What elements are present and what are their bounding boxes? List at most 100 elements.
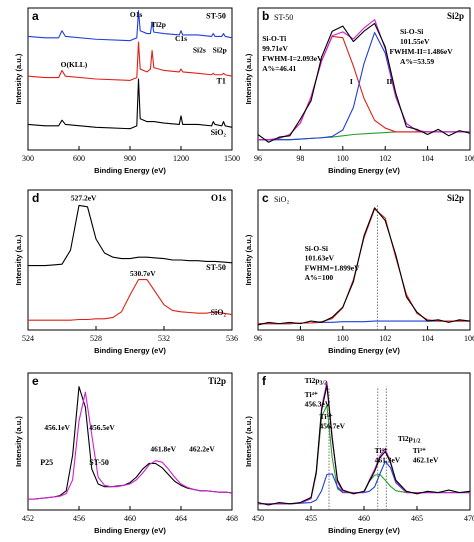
annotation: Ti2p3/2 <box>305 376 328 387</box>
x-tick-label: 456 <box>73 514 85 523</box>
x-tick-label: 528 <box>90 334 102 343</box>
x-tick-label: 460 <box>358 514 370 523</box>
annotation-text: FWHM-II=1.486eV <box>389 47 453 56</box>
annotation-text: A%=53.59 <box>400 57 434 66</box>
annotation: Ti2p1/2 <box>398 433 421 444</box>
annotation: A%=100 <box>305 273 334 282</box>
annotation-text: 461.8eV <box>150 444 176 453</box>
series-label: P25 <box>40 458 53 467</box>
series-label: T1 <box>217 77 226 86</box>
annotation: 101.55eV <box>400 37 430 46</box>
x-axis-title: Binding Energy (eV) <box>94 166 166 175</box>
annotation: Ti³⁺ <box>319 412 332 421</box>
panel-subtitle: SiO₂ <box>274 195 289 204</box>
annotation-text: Ti⁴⁺ <box>305 390 318 399</box>
x-axis-title: Binding Energy (eV) <box>328 346 400 355</box>
annotation-text: Si2s <box>193 45 206 54</box>
annotation-text: 456.7eV <box>319 421 345 430</box>
annotation-text: FWHM=1.899eV <box>305 263 360 272</box>
plot-frame <box>27 372 233 511</box>
annotation: 99.71eV <box>262 44 288 53</box>
x-tick-label: 104 <box>422 154 434 163</box>
x-axis-title: Binding Energy (eV) <box>94 346 166 355</box>
panel-title: Si2p <box>447 11 464 21</box>
plot-frame <box>257 189 471 331</box>
annotation-text: I <box>350 77 353 86</box>
x-tick-label: 524 <box>22 334 34 343</box>
annotation: 462.2eV <box>189 444 215 453</box>
x-tick-label: 106 <box>464 334 474 343</box>
panel-subtitle: ST-50 <box>274 13 293 22</box>
x-tick-label: 98 <box>296 334 304 343</box>
annotation: 527.2eV <box>71 193 97 202</box>
series-label: ST-50 <box>89 458 109 467</box>
x-tick-label: 468 <box>226 514 238 523</box>
annotation: Si-O-Si <box>305 244 328 253</box>
x-axis-title: Binding Energy (eV) <box>328 526 400 535</box>
x-tick-label: 455 <box>305 514 317 523</box>
spectrum-line <box>257 22 471 143</box>
x-tick-label: 96 <box>254 154 262 163</box>
x-axis-title: Binding Energy (eV) <box>328 166 400 175</box>
x-tick-label: 532 <box>158 334 170 343</box>
x-tick-label: 96 <box>254 334 262 343</box>
spectrum-line <box>257 207 471 326</box>
annotation: Ti2p <box>151 20 166 29</box>
annotation-text: 456.5eV <box>89 423 115 432</box>
annotation-text: A%=100 <box>305 273 334 282</box>
annotation-text: 101.55eV <box>400 37 430 46</box>
x-tick-label: 452 <box>22 514 34 523</box>
annotation-text: 462.1eV <box>413 455 439 464</box>
annotation: 530.7eV <box>130 269 156 278</box>
y-axis-title: Intensity (a.u.) <box>244 234 253 285</box>
plot-frame <box>257 7 471 151</box>
annotation-text: Si-O-Si <box>305 244 328 253</box>
panel-letter: a <box>32 9 39 23</box>
annotation-text: 456.3eV <box>305 399 331 408</box>
y-axis-title: Intensity (a.u.) <box>14 416 23 467</box>
annotation-text: O1s <box>130 10 143 19</box>
annotation-subscript: 3/2 <box>320 381 328 387</box>
spectrum-line <box>28 204 233 267</box>
x-tick-label: 100 <box>337 154 349 163</box>
x-tick-label: 102 <box>379 154 391 163</box>
x-axis-title: Binding Energy (eV) <box>94 526 166 535</box>
annotation-text: 462.2eV <box>189 444 215 453</box>
annotation-text: 456.1eV <box>44 423 70 432</box>
annotation-text: Ti³⁺ <box>319 412 332 421</box>
annotation: A%=46.41 <box>262 64 296 73</box>
annotation-text: 527.2eV <box>71 193 97 202</box>
spectrum-line <box>28 279 233 321</box>
spectrum-line <box>257 384 471 506</box>
panel-title: O1s <box>211 193 227 203</box>
y-axis-title: Intensity (a.u.) <box>244 53 253 104</box>
spectrum-line <box>258 460 470 505</box>
spectrum-line <box>258 19 470 141</box>
annotation: O1s <box>130 10 143 19</box>
panel-letter: d <box>32 191 39 205</box>
x-tick-label: 470 <box>464 514 474 523</box>
annotation-text: 461.3eV <box>375 455 401 464</box>
x-tick-label: 106 <box>464 154 474 163</box>
panel-letter: b <box>262 9 269 23</box>
annotation-text: II <box>387 77 393 86</box>
x-tick-label: 536 <box>226 334 238 343</box>
annotation: Si2p <box>213 45 227 54</box>
annotation: II <box>387 77 393 86</box>
series-label: ST-50 <box>206 263 226 272</box>
annotation: 456.5eV <box>89 423 115 432</box>
x-tick-label: 900 <box>124 154 136 163</box>
panel-letter: e <box>32 374 39 388</box>
annotation: FWHM-I=2.093eV <box>262 54 323 63</box>
annotation: 456.3eV <box>305 399 331 408</box>
x-tick-label: 1500 <box>224 154 240 163</box>
spectrum-line <box>258 381 470 505</box>
x-tick-label: 464 <box>175 514 187 523</box>
y-axis-title: Intensity (a.u.) <box>14 53 23 104</box>
spectrum-line <box>28 386 233 500</box>
plot-frame <box>257 372 471 511</box>
x-tick-label: 600 <box>73 154 85 163</box>
annotation-text: 530.7eV <box>130 269 156 278</box>
plot-frame <box>27 189 233 331</box>
